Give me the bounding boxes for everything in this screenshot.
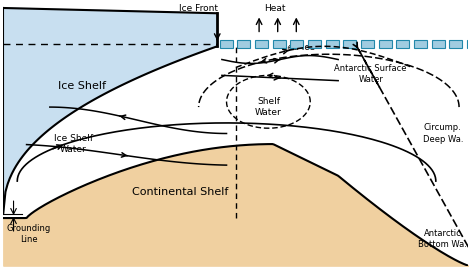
FancyBboxPatch shape (467, 40, 468, 48)
FancyBboxPatch shape (361, 40, 374, 48)
FancyBboxPatch shape (432, 40, 445, 48)
FancyBboxPatch shape (379, 40, 392, 48)
FancyBboxPatch shape (273, 40, 286, 48)
Text: Grounding
Line: Grounding Line (7, 224, 51, 244)
FancyBboxPatch shape (396, 40, 410, 48)
Text: Antarctic
Bottom Wa.: Antarctic Bottom Wa. (419, 229, 467, 249)
FancyBboxPatch shape (449, 40, 462, 48)
Text: Antarctic Surface
Water: Antarctic Surface Water (335, 64, 407, 84)
Text: Heat: Heat (264, 4, 286, 13)
FancyBboxPatch shape (255, 40, 268, 48)
FancyBboxPatch shape (343, 40, 356, 48)
Text: Ice Shelf: Ice Shelf (58, 81, 106, 91)
FancyBboxPatch shape (219, 40, 233, 48)
Text: Sea Ice: Sea Ice (283, 43, 315, 52)
FancyBboxPatch shape (237, 40, 250, 48)
FancyBboxPatch shape (414, 40, 427, 48)
Text: Circump.
Deep Wa.: Circump. Deep Wa. (422, 123, 463, 144)
FancyBboxPatch shape (290, 40, 303, 48)
Text: Shelf
Water: Shelf Water (255, 97, 282, 117)
Text: Ice Front: Ice Front (179, 4, 218, 13)
Polygon shape (3, 8, 217, 213)
FancyBboxPatch shape (308, 40, 321, 48)
Text: Continental Shelf: Continental Shelf (132, 187, 228, 197)
FancyBboxPatch shape (326, 40, 338, 48)
Text: Ice Shelf
Water: Ice Shelf Water (54, 134, 92, 154)
